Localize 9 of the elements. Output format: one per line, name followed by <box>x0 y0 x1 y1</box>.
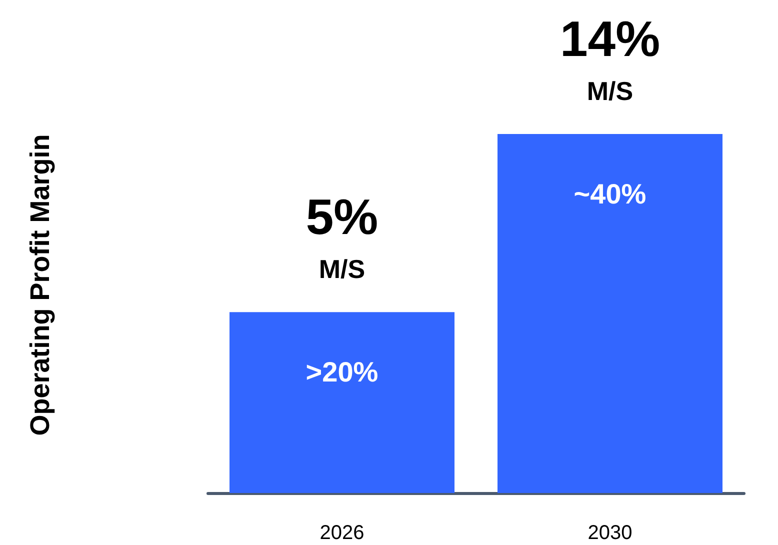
annotation: 5% <box>306 189 378 246</box>
annotation: 14% <box>560 11 660 67</box>
annotation: ~40% <box>574 178 646 210</box>
x-tick-label: 2026 <box>320 522 364 544</box>
annotation: >20% <box>306 356 378 388</box>
x-tick-label: 2030 <box>588 522 632 544</box>
annotation: M/S <box>318 254 366 284</box>
annotation: M/S <box>586 76 634 106</box>
text: Operating Profit Margin <box>25 134 55 436</box>
